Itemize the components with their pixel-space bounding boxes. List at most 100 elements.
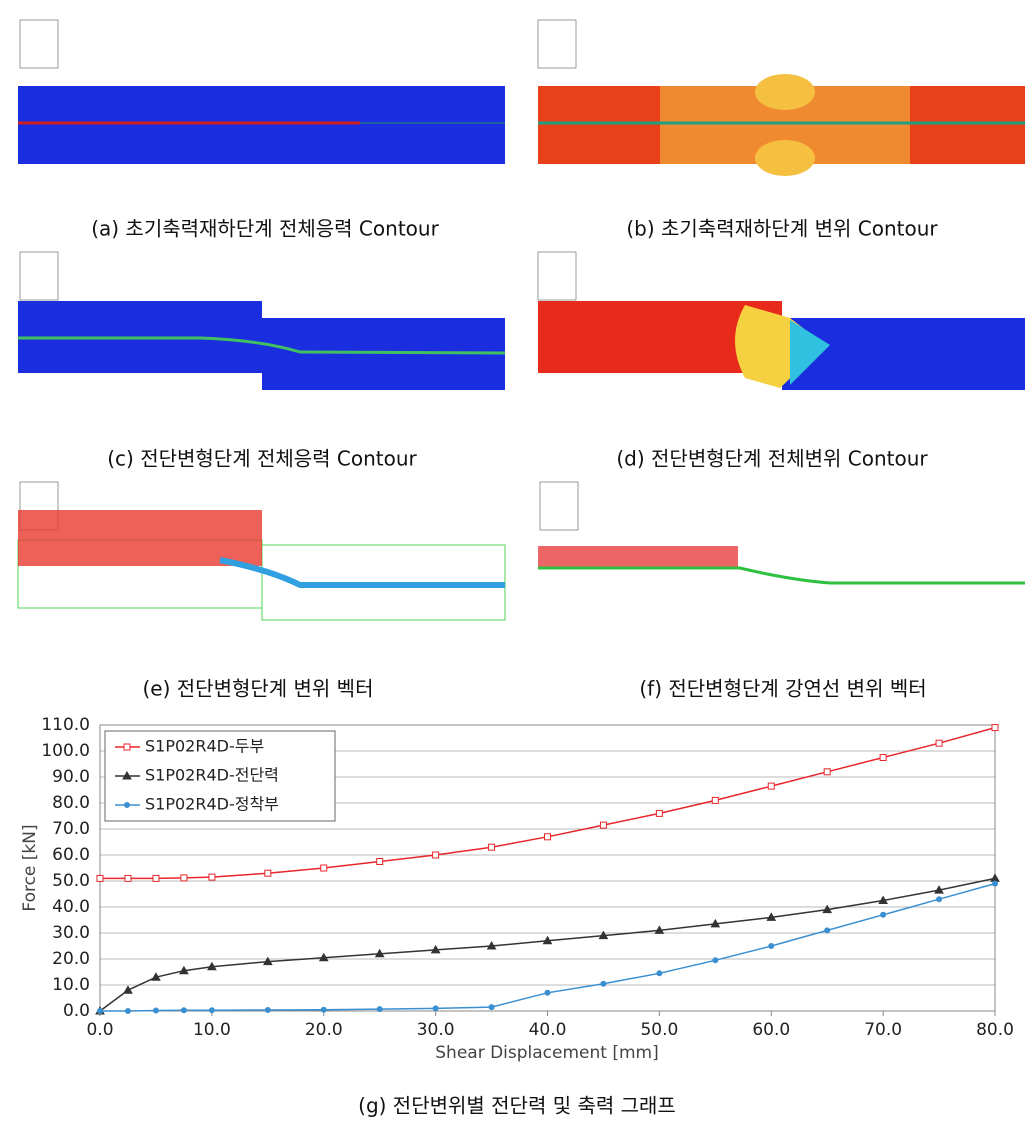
marker — [432, 851, 440, 859]
strand — [538, 566, 1025, 585]
marker — [936, 896, 943, 903]
caption: (g) 전단변위별 전단력 및 축력 그래프 — [358, 1094, 676, 1118]
x-axis-label: Shear Displacement [mm] — [435, 1043, 659, 1063]
marker — [320, 1006, 327, 1013]
x-tick-label: 10.0 — [193, 1020, 231, 1040]
y-axis-label: Force [kN] — [20, 824, 40, 911]
marker — [822, 904, 833, 914]
marker — [208, 1007, 215, 1014]
y-tick-label: 80.0 — [52, 793, 90, 813]
marker — [711, 796, 719, 804]
y-tick-label: 10.0 — [52, 975, 90, 995]
y-tick-label: 40.0 — [52, 897, 90, 917]
marker — [767, 782, 775, 790]
caption: (e) 전단변형단계 변위 벡터 — [143, 677, 374, 701]
marker — [878, 895, 888, 904]
vector-f — [538, 481, 1025, 585]
vector-e — [17, 481, 506, 621]
marker — [96, 874, 104, 882]
caption: (c) 전단변형단계 전체응력 Contour — [107, 447, 417, 471]
caption: (d) 전단변형단계 전체변위 Contour — [616, 447, 928, 471]
zone — [735, 305, 825, 388]
caption: (f) 전단변형단계 강연선 변위 벡터 — [639, 677, 926, 701]
marker — [318, 952, 329, 962]
strand — [18, 336, 506, 355]
strand — [219, 557, 505, 588]
mesh — [782, 318, 1025, 390]
marker — [656, 970, 663, 977]
legend-swatch — [539, 481, 579, 531]
marker — [655, 809, 663, 817]
marker — [320, 864, 328, 872]
marker — [152, 874, 160, 882]
marker — [654, 925, 665, 934]
marker — [544, 833, 551, 841]
contour-b — [537, 19, 1025, 176]
marker — [264, 1006, 271, 1013]
marker — [599, 821, 607, 829]
marker — [991, 724, 999, 732]
legend-swatch — [19, 19, 59, 69]
x-tick-label: 60.0 — [752, 1020, 790, 1040]
y-tick-label: 20.0 — [52, 949, 90, 969]
marker — [488, 843, 496, 851]
legend-swatch — [537, 251, 577, 301]
marker — [124, 874, 132, 882]
marker — [152, 1007, 159, 1014]
marker — [208, 873, 216, 881]
marker — [710, 918, 721, 928]
marker — [430, 944, 441, 954]
x-tick-label: 70.0 — [864, 1020, 902, 1040]
marker — [824, 927, 831, 934]
marker — [486, 940, 497, 950]
y-tick-label: 70.0 — [52, 819, 90, 839]
y-tick-label: 60.0 — [52, 845, 90, 865]
zone — [755, 74, 815, 110]
mesh — [18, 86, 505, 164]
contour-a — [18, 19, 505, 164]
marker — [544, 989, 551, 996]
x-tick-label: 50.0 — [640, 1020, 678, 1040]
plot-frame — [99, 724, 996, 1012]
marker — [880, 911, 887, 918]
x-tick-label: 0.0 — [86, 1020, 113, 1040]
y-tick-label: 90.0 — [52, 767, 90, 787]
marker — [768, 943, 775, 949]
y-tick-label: 0.0 — [63, 1001, 90, 1021]
marker — [934, 885, 944, 894]
marker — [712, 957, 719, 964]
x-tick-label: 40.0 — [529, 1020, 567, 1040]
arrows — [18, 510, 262, 566]
contour-c — [18, 251, 506, 390]
legend-marker — [122, 770, 132, 780]
marker — [124, 1008, 131, 1014]
marker — [432, 1005, 439, 1012]
x-tick-label: 80.0 — [976, 1020, 1014, 1040]
y-tick-label: 30.0 — [52, 923, 90, 943]
zone — [790, 320, 830, 385]
caption: (b) 초기축력재하단계 변위 Contour — [626, 217, 938, 241]
contour-d — [537, 251, 1025, 390]
marker — [123, 985, 133, 994]
marker — [600, 980, 607, 987]
marker — [992, 880, 998, 887]
marker — [262, 956, 273, 966]
marker — [180, 874, 188, 882]
legend-label: S1P02R4D-전단력 — [145, 766, 279, 785]
legend-label: S1P02R4D-두부 — [145, 737, 264, 756]
marker — [376, 1006, 383, 1013]
legend-label: S1P02R4D-정착부 — [145, 795, 279, 814]
y-tick-label: 100.0 — [41, 741, 90, 761]
marker — [151, 972, 161, 981]
marker — [264, 869, 272, 877]
y-tick-label: 50.0 — [52, 871, 90, 891]
marker — [542, 935, 553, 945]
marker — [488, 1004, 495, 1011]
marker — [823, 768, 831, 776]
legend-marker — [124, 802, 130, 808]
arrows — [538, 546, 738, 568]
legend-box — [104, 730, 336, 822]
marker — [935, 739, 943, 747]
marker — [180, 1007, 187, 1014]
